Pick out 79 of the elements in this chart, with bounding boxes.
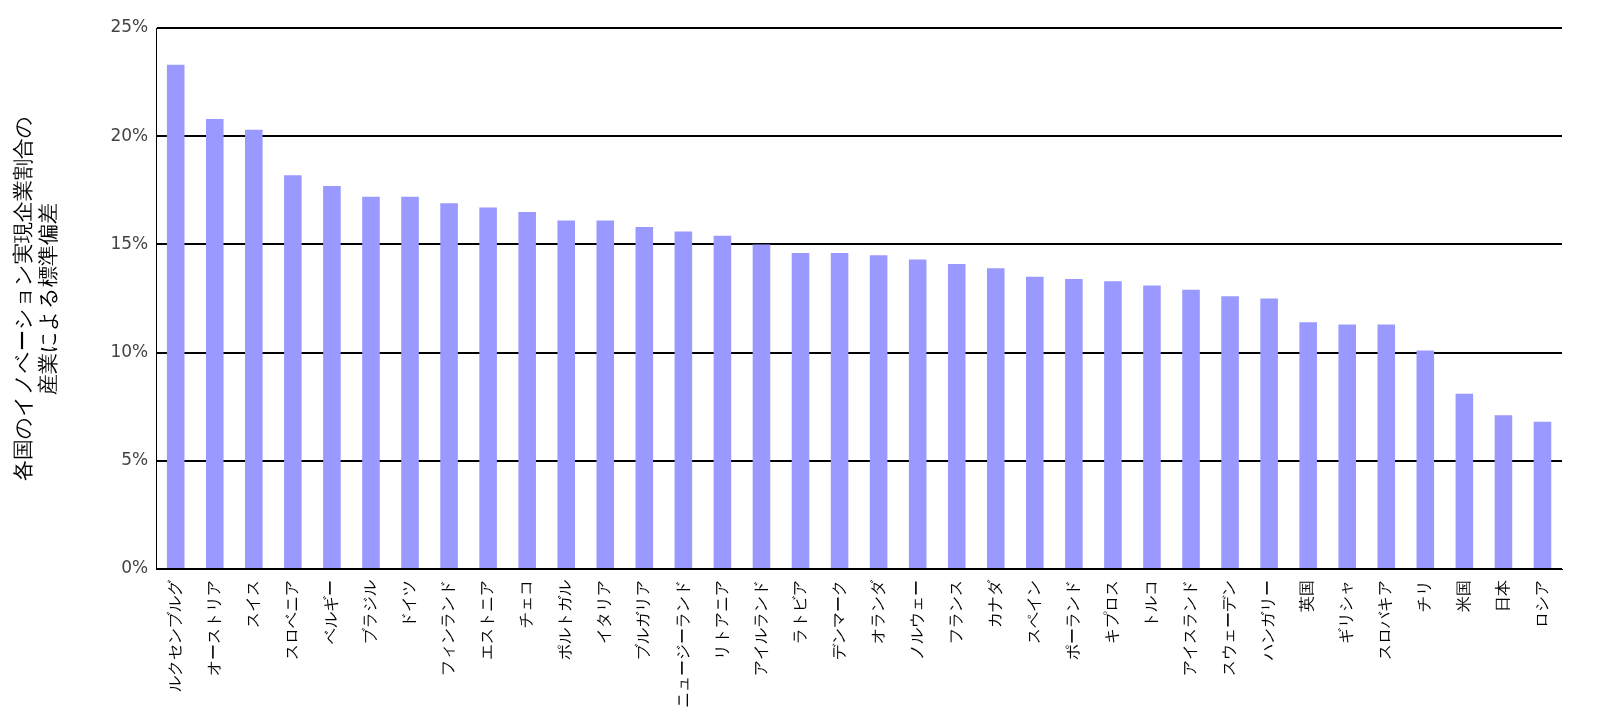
- bar: [245, 129, 263, 568]
- y-axis-title: 各国のイノベーション実現企業割合の産業による標準偏差: [11, 116, 61, 481]
- x-tick-label: オランダ: [867, 579, 887, 644]
- x-tick-label: リトアニア: [711, 580, 731, 660]
- x-tick-label: ポルトガル: [555, 580, 575, 660]
- bar: [557, 220, 575, 568]
- bar: [752, 244, 771, 568]
- x-tick-label: フランス: [945, 580, 965, 644]
- x-tick-label: デンマーク: [828, 580, 848, 660]
- bar: [1533, 421, 1552, 568]
- x-tick-label: ブラジル: [360, 580, 380, 644]
- x-tick-label: キプロス: [1102, 580, 1122, 644]
- y-tick-label: 0%: [121, 557, 149, 578]
- bar: [635, 227, 654, 568]
- bar: [1143, 285, 1161, 568]
- x-tick-label: オーストリア: [203, 580, 223, 676]
- bar: [1416, 350, 1435, 568]
- x-tick-label: スウェーデン: [1219, 580, 1239, 676]
- x-tick-label: エストニア: [477, 580, 497, 660]
- bar: [1182, 289, 1200, 568]
- bar: [518, 211, 536, 568]
- x-tick-label: ニュージーランド: [672, 580, 692, 708]
- x-tick-label: 日本: [1492, 580, 1512, 612]
- x-tick-label: ハンガリー: [1258, 580, 1278, 661]
- x-tick-label: イタリア: [594, 580, 614, 644]
- x-tick-label: アイスランド: [1180, 580, 1200, 676]
- bar: [986, 268, 1005, 568]
- bar: [1455, 393, 1474, 568]
- x-tick-label: ノルウェー: [906, 580, 926, 660]
- x-tick-label: チェコ: [516, 580, 536, 628]
- x-tick-label: チリ: [1414, 580, 1434, 612]
- y-tick-label: 15%: [110, 232, 149, 253]
- x-tick-label: スロバキア: [1375, 580, 1395, 660]
- bar: [1026, 276, 1044, 568]
- bar: [791, 253, 810, 568]
- bar: [1338, 324, 1357, 568]
- bar: [479, 207, 497, 568]
- bar: [674, 231, 693, 568]
- bar: [830, 253, 849, 568]
- bar: [869, 255, 888, 568]
- y-tick-label: 5%: [121, 449, 149, 470]
- x-tick-label: アイルランド: [750, 580, 770, 676]
- x-tick-label: ドイツ: [399, 580, 419, 628]
- bar: [205, 118, 224, 568]
- x-tick-label: ギリシャ: [1336, 580, 1356, 644]
- x-tick-label: 米国: [1453, 580, 1473, 612]
- bar: [440, 203, 458, 568]
- y-tick-label: 10%: [110, 341, 149, 362]
- bar: [323, 185, 341, 568]
- bar: [596, 220, 615, 568]
- bar: [401, 196, 419, 568]
- bar: [1221, 296, 1239, 568]
- x-tick-label: フィンランド: [438, 580, 458, 676]
- bar: [1260, 298, 1278, 568]
- y-tick-label: 20%: [110, 124, 149, 145]
- bar: [713, 235, 732, 568]
- x-tick-label: 英国: [1297, 580, 1317, 612]
- bar: [1104, 281, 1122, 568]
- x-tick-label: スペイン: [1023, 580, 1043, 644]
- x-tick-label: ルクセンブルグ: [164, 579, 184, 692]
- x-tick-label: スイス: [242, 580, 262, 628]
- y-tick-label: 25%: [110, 16, 149, 37]
- x-tick-label: ブルガリア: [633, 580, 653, 660]
- bar: [166, 64, 185, 568]
- bar: [1377, 324, 1396, 568]
- bar: [1299, 322, 1317, 568]
- bar: [362, 196, 380, 568]
- x-tick-label: ロシア: [1531, 580, 1551, 628]
- bar: [1065, 279, 1083, 568]
- bar: [908, 259, 927, 568]
- bar: [284, 175, 302, 568]
- bar: [947, 263, 966, 568]
- x-tick-label: カナダ: [984, 579, 1004, 628]
- x-tick-label: ベルギー: [321, 580, 341, 644]
- x-tick-label: ラトビア: [789, 580, 809, 644]
- x-tick-label: スロベニア: [282, 580, 302, 660]
- bar: [1494, 415, 1513, 568]
- x-tick-label: トルコ: [1141, 580, 1161, 628]
- x-tick-label: ポーランド: [1063, 580, 1083, 660]
